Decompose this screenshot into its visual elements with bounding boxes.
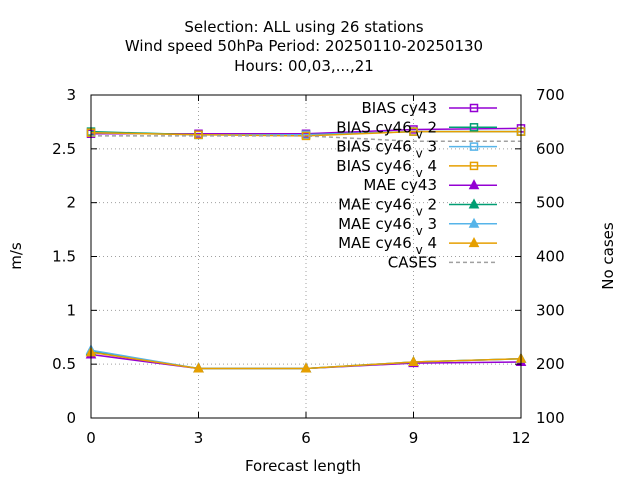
legend-item: BIAS cy43 <box>362 99 497 117</box>
axes: 0 3 6 9 12 0 0.5 1 1.5 2 2.5 3 100 200 300 400 500 600 700 <box>52 86 565 447</box>
chart-title: Selection: ALL using 26 stations Wind sp… <box>125 18 483 75</box>
y-tick-label: 1.5 <box>52 248 76 266</box>
y-tick-label: 2 <box>66 194 76 212</box>
x-tick-label: 6 <box>301 429 311 447</box>
y2-tick-label: 100 <box>536 409 565 427</box>
legend-marker <box>469 103 479 113</box>
chart-title-line-3: Hours: 00,03,...,21 <box>234 57 374 75</box>
legend-item: MAE cy43 <box>363 176 497 194</box>
y2-tick-label: 700 <box>536 86 565 104</box>
legend-marker <box>468 198 480 209</box>
series-lines <box>85 124 527 373</box>
y2-tick-label: 300 <box>536 301 565 319</box>
legend-marker <box>469 142 479 151</box>
data-point <box>300 362 312 373</box>
y2-axis-label: No cases <box>599 222 617 290</box>
legend-label: MAE cy43 <box>363 176 437 194</box>
data-point <box>194 130 203 140</box>
data-point <box>408 355 419 367</box>
series-line <box>91 135 521 143</box>
data-point <box>409 127 418 136</box>
y-tick-label: 0.5 <box>52 355 76 373</box>
legend-item: CASES <box>388 253 497 271</box>
series-line <box>90 130 521 137</box>
y-axis-label: m/s <box>7 242 25 270</box>
x-tick-label: 12 <box>511 429 530 447</box>
y2-tick-label: 200 <box>536 355 565 373</box>
y2-tick-label: 600 <box>536 140 565 158</box>
legend-label: CASES <box>388 253 437 271</box>
legend-marker <box>469 161 479 171</box>
chart-title-line-1: Selection: ALL using 26 stations <box>184 18 423 36</box>
y-tick-label: 0 <box>66 409 76 427</box>
legend-marker <box>468 217 480 228</box>
y-tick-label: 2.5 <box>52 140 76 158</box>
series-CASES <box>91 135 521 143</box>
y2-tick-label: 500 <box>536 194 565 212</box>
legend-marker <box>469 123 479 132</box>
x-tick-label: 9 <box>409 429 419 447</box>
x-tick-label: 0 <box>86 429 96 447</box>
y-tick-label: 1 <box>66 301 76 319</box>
y-tick-label: 3 <box>66 86 76 104</box>
y2-tick-label: 400 <box>536 248 565 266</box>
legend-marker <box>468 179 480 190</box>
legend-marker <box>468 237 480 248</box>
legend-label: BIAS cy43 <box>362 99 437 117</box>
x-tick-label: 3 <box>194 429 204 447</box>
chart-title-line-2: Wind speed 50hPa Period: 20250110-202501… <box>125 37 483 55</box>
x-axis-label: Forecast length <box>245 457 361 475</box>
data-point <box>193 362 204 373</box>
